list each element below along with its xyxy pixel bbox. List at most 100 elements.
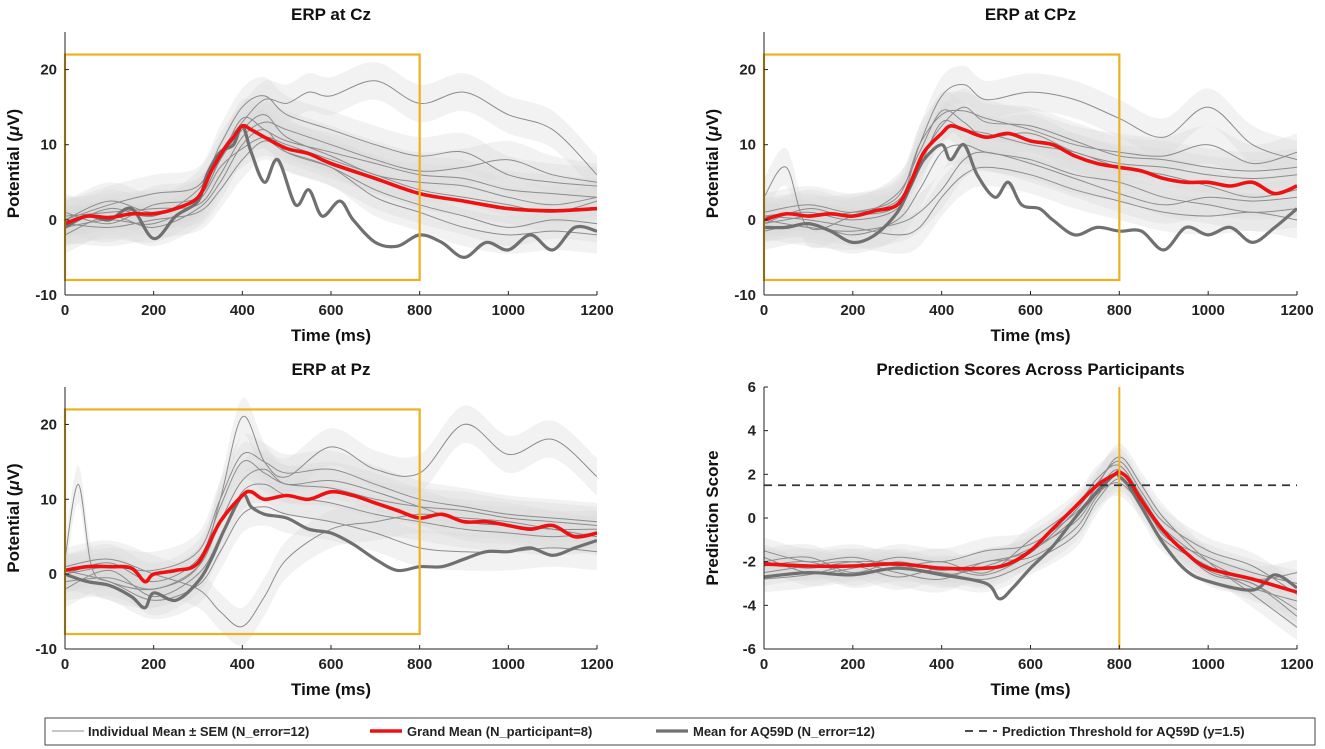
- individual-line-2: [764, 109, 1297, 225]
- grand-mean-line: [65, 123, 597, 226]
- panel-4: 0 200 400 600 800 1000 1200 -6 -4 -2 0 2 4 6 Predictio…: [703, 360, 1314, 699]
- x-tick-label: 600: [318, 302, 343, 319]
- x-tick-label: 400: [230, 656, 255, 673]
- y-tick-label: 20: [739, 62, 756, 79]
- y-tick-label: 6: [748, 379, 756, 396]
- sem-band-8: [764, 148, 1297, 254]
- x-tick-label: 1200: [580, 302, 613, 319]
- x-tick-label: 800: [1107, 302, 1132, 319]
- x-tick-label: 1000: [492, 656, 525, 673]
- y-tick-label: 10: [40, 137, 57, 154]
- aq59d-mean-line: [764, 143, 1297, 252]
- sem-band-7: [764, 469, 1297, 623]
- x-tick-label: 400: [929, 302, 954, 319]
- x-tick-label: 1000: [1191, 302, 1224, 319]
- sem-band-5: [65, 450, 597, 609]
- legend: Individual Mean ± SEM (N_error=12) Grand …: [44, 717, 1316, 746]
- individual-line-5: [65, 121, 597, 217]
- x-tick-label: 200: [141, 656, 166, 673]
- sem-band-1: [65, 397, 597, 609]
- sem-band-4: [65, 110, 597, 254]
- individual-line-1: [65, 80, 597, 228]
- x-tick-label: 800: [1107, 656, 1132, 673]
- aq59d-mean-line: [65, 124, 597, 260]
- plot-area: [65, 397, 597, 646]
- x-tick-label: 0: [61, 302, 69, 319]
- y-tick-label: 0: [49, 566, 57, 583]
- x-tick-label: 0: [760, 656, 768, 673]
- y-tick-label: 10: [739, 137, 756, 154]
- sem-band-6: [764, 133, 1297, 250]
- sem-band-3: [65, 95, 597, 243]
- y-axis-label: Prediction Score: [703, 450, 722, 585]
- sem-band-7: [65, 433, 597, 593]
- x-tick-label: 800: [407, 656, 432, 673]
- x-tick-label: 0: [61, 656, 69, 673]
- y-axis-label-part: Potential (: [4, 490, 23, 573]
- sem-band-6: [65, 488, 597, 620]
- individual-line-8: [65, 140, 597, 236]
- individual-line-4: [65, 513, 597, 628]
- y-tick-label: -2: [743, 554, 756, 571]
- x-tick-label: 1200: [580, 656, 613, 673]
- legend-label: Mean for AQ59D (N_error=12): [693, 724, 875, 739]
- x-tick-label: 400: [230, 302, 255, 319]
- x-tick-label: 1000: [492, 302, 525, 319]
- individual-line-5: [764, 106, 1297, 213]
- y-tick-label: 0: [748, 212, 756, 229]
- individual-line-6: [764, 460, 1297, 595]
- x-tick-label: 0: [760, 302, 768, 319]
- y-axis-label-part: μ: [4, 125, 23, 137]
- individual-line-3: [65, 114, 597, 225]
- sem-band-5: [764, 88, 1297, 232]
- legend-label: Grand Mean (N_participant=8): [407, 724, 592, 739]
- sem-band-2: [764, 451, 1297, 630]
- legend-label: Individual Mean ± SEM (N_error=12): [88, 724, 309, 739]
- plot-area: [764, 443, 1297, 641]
- y-tick-label: 2: [748, 466, 756, 483]
- x-tick-label: 200: [840, 302, 865, 319]
- y-tick-label: 4: [748, 423, 757, 440]
- chart-title: ERP at Cz: [291, 5, 371, 24]
- y-axis-label: Potential (μV): [4, 109, 23, 218]
- grand-mean-line: [764, 470, 1297, 594]
- x-tick-label: 1200: [1280, 656, 1313, 673]
- x-tick-label: 200: [141, 302, 166, 319]
- y-axis-label-part: V): [4, 463, 23, 480]
- sem-band-5: [764, 465, 1297, 593]
- sem-band-8: [65, 122, 597, 254]
- grand-mean-line: [65, 489, 597, 584]
- x-tick-label: 600: [1018, 302, 1043, 319]
- plot-area: [65, 62, 597, 260]
- y-axis-label: Potential (μV): [4, 463, 23, 572]
- individual-line-7: [65, 451, 597, 575]
- sem-band-4: [764, 456, 1297, 615]
- y-axis-label-part: μ: [4, 480, 23, 492]
- sem-band-7: [65, 98, 597, 239]
- plot-area: [764, 65, 1297, 254]
- x-tick-label: 800: [407, 302, 432, 319]
- y-axis-label-part: Potential (: [4, 136, 23, 219]
- y-tick-label: -10: [35, 287, 57, 304]
- individual-line-6: [65, 136, 597, 228]
- x-axis-label: Time (ms): [291, 680, 371, 699]
- grand-mean-line: [764, 124, 1297, 222]
- sem-band-4: [764, 125, 1297, 254]
- y-axis-label-part: V): [4, 109, 23, 126]
- x-tick-label: 600: [318, 656, 343, 673]
- x-tick-label: 1200: [1280, 302, 1313, 319]
- x-axis-label: Time (ms): [991, 326, 1071, 345]
- aq59d-mean-line: [65, 493, 597, 610]
- y-axis-label-part: V): [703, 109, 722, 126]
- y-tick-label: -10: [734, 287, 756, 304]
- y-axis-label-part: μ: [703, 125, 722, 137]
- y-tick-label: 10: [40, 491, 57, 508]
- y-axis-label-part: Potential (: [703, 136, 722, 219]
- chart-title: ERP at CPz: [985, 5, 1076, 24]
- aq59d-mean-line: [764, 471, 1297, 601]
- sem-band-1: [764, 443, 1297, 641]
